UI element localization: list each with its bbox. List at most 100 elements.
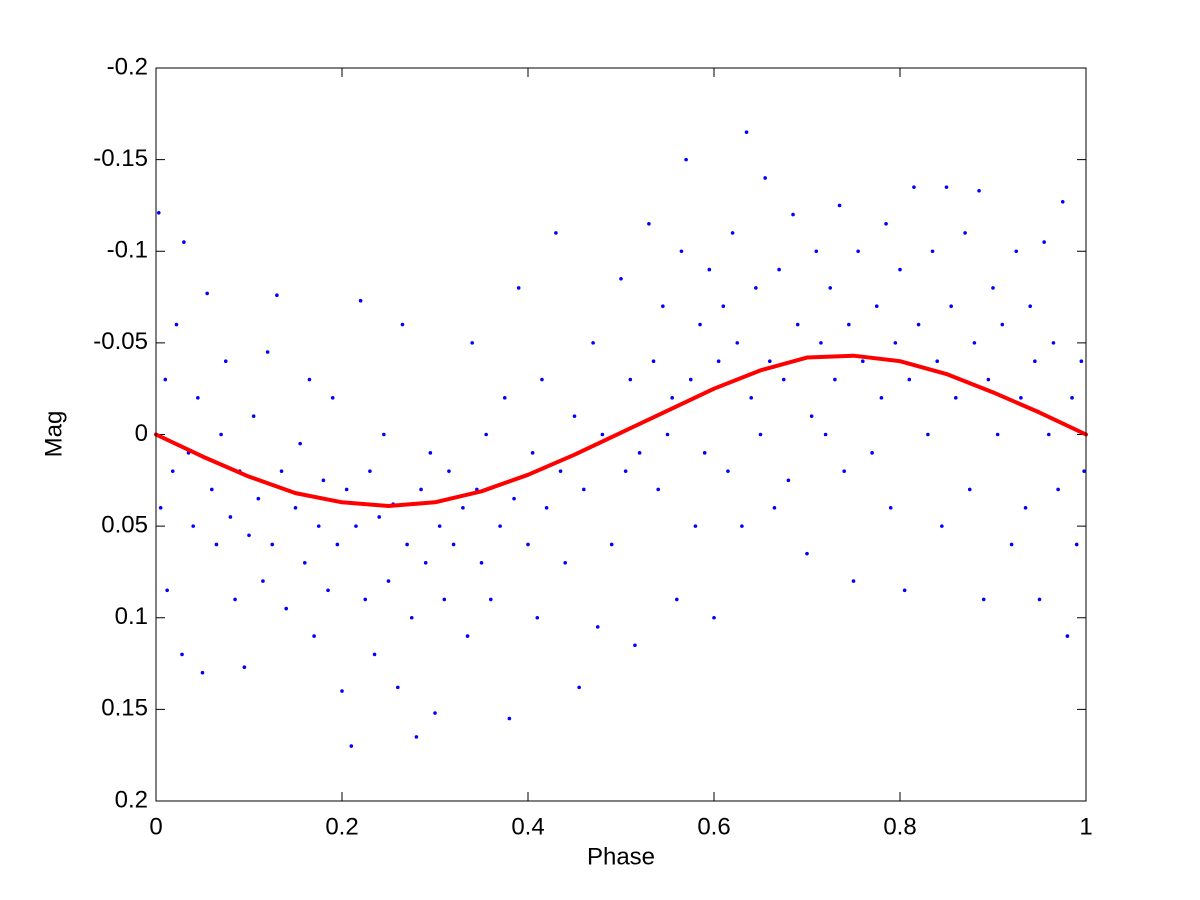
- data-point: [210, 487, 214, 492]
- data-point: [912, 185, 916, 189]
- data-point: [275, 293, 279, 298]
- data-point: [930, 249, 935, 254]
- data-point: [1000, 322, 1005, 327]
- data-point: [814, 249, 819, 254]
- data-point: [512, 496, 516, 501]
- data-point: [888, 506, 893, 510]
- data-point: [577, 685, 581, 690]
- data-point: [563, 560, 567, 565]
- data-point: [995, 432, 1000, 437]
- data-point: [530, 451, 535, 455]
- data-point: [372, 652, 377, 657]
- data-point: [851, 579, 856, 583]
- data-point: [279, 469, 284, 473]
- data-point: [768, 359, 772, 364]
- data-point: [1056, 487, 1060, 492]
- data-point: [884, 221, 888, 226]
- data-point: [1014, 249, 1019, 254]
- data-point: [1019, 396, 1023, 400]
- data-point: [180, 652, 184, 657]
- data-point: [675, 597, 679, 602]
- data-point: [326, 588, 330, 593]
- data-point: [335, 542, 340, 547]
- data-point: [591, 341, 595, 345]
- data-point: [1079, 359, 1084, 364]
- data-point: [223, 359, 228, 364]
- data-point: [316, 524, 321, 528]
- data-point: [623, 469, 628, 473]
- y-tick-label: 0.15: [101, 695, 148, 722]
- data-point: [595, 625, 600, 629]
- data-point: [554, 231, 558, 235]
- data-point: [633, 643, 637, 648]
- data-point: [261, 579, 265, 583]
- data-point: [949, 304, 953, 309]
- data-point: [228, 515, 233, 519]
- data-point: [437, 524, 442, 528]
- data-point: [907, 377, 912, 382]
- data-point: [656, 487, 660, 492]
- data-point: [609, 542, 614, 547]
- data-point: [902, 588, 907, 593]
- data-point: [219, 432, 223, 437]
- data-point: [619, 276, 623, 281]
- data-point: [1070, 396, 1074, 400]
- data-point: [214, 542, 219, 547]
- x-axis-label: Phase: [587, 843, 655, 870]
- x-tick-label: 0.2: [325, 813, 358, 840]
- data-point: [856, 249, 860, 254]
- data-point: [284, 606, 289, 611]
- data-point: [582, 487, 586, 492]
- data-point: [489, 597, 493, 602]
- data-point: [991, 286, 995, 290]
- y-tick-label: 0.1: [115, 603, 148, 630]
- data-point: [265, 350, 270, 354]
- data-point: [828, 286, 833, 290]
- data-point: [916, 322, 921, 327]
- data-point: [233, 597, 237, 602]
- x-tick-label: 1: [1079, 813, 1092, 840]
- data-point: [409, 615, 414, 620]
- data-point: [707, 267, 712, 272]
- data-point: [516, 286, 521, 290]
- data-point: [698, 322, 702, 327]
- data-point: [833, 377, 837, 382]
- data-point: [842, 469, 846, 473]
- data-point: [986, 377, 991, 382]
- data-point: [967, 487, 972, 492]
- y-tick-label: -0.1: [107, 237, 148, 264]
- data-point: [749, 396, 753, 400]
- data-point: [847, 322, 851, 327]
- data-point: [174, 322, 179, 327]
- data-point: [247, 533, 251, 538]
- data-point: [419, 487, 423, 492]
- data-point: [670, 396, 674, 400]
- y-tick-label: -0.05: [93, 328, 148, 355]
- data-point: [484, 432, 488, 437]
- data-point: [721, 304, 726, 309]
- data-point: [251, 414, 256, 418]
- data-point: [502, 396, 507, 400]
- y-tick-label: 0.2: [115, 786, 148, 813]
- data-point: [386, 579, 391, 583]
- y-axis-label: Mag: [40, 411, 67, 458]
- data-point: [716, 359, 721, 364]
- data-point: [423, 560, 428, 565]
- y-tick-label: -0.15: [93, 145, 148, 172]
- data-point: [758, 432, 763, 437]
- data-point: [1037, 597, 1042, 602]
- data-point: [298, 441, 302, 446]
- data-point: [293, 506, 298, 510]
- data-point: [470, 341, 475, 345]
- data-point: [740, 524, 744, 528]
- data-point: [893, 341, 898, 345]
- data-point: [270, 542, 275, 547]
- data-point: [977, 188, 981, 193]
- data-point: [428, 451, 433, 455]
- data-point: [558, 469, 563, 473]
- data-point: [526, 542, 530, 547]
- data-point: [647, 221, 651, 226]
- data-point: [735, 341, 740, 345]
